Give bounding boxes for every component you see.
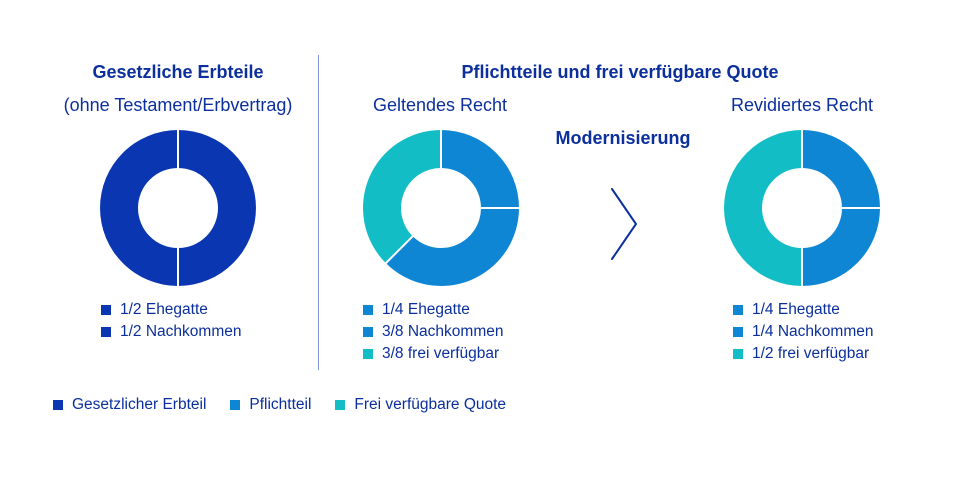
left-title: Gesetzliche Erbteile	[92, 62, 264, 82]
right-title: Pflichtteile und frei verfügbare Quote	[461, 62, 779, 82]
modernization-label: Modernisierung	[555, 128, 691, 148]
legend-swatch	[363, 349, 373, 359]
legend-label: 1/2 Nachkommen	[120, 323, 242, 340]
legend-label: 1/2 frei verfügbar	[752, 345, 870, 362]
legend-swatch	[733, 327, 743, 337]
legend-item: 3/8 frei verfügbar	[363, 343, 503, 365]
legend-swatch	[230, 400, 241, 410]
legend-current-law: 1/4 Ehegatte 3/8 Nachkommen 3/8 frei ver…	[363, 299, 503, 365]
legend-label: Frei verfügbare Quote	[354, 396, 507, 413]
legend-swatch	[733, 349, 743, 359]
chevron-right-icon	[611, 188, 637, 260]
legend-item-gesetzlicher-erbteil: Gesetzlicher Erbteil	[53, 396, 206, 414]
legend-swatch	[733, 305, 743, 315]
donut-slice-2	[802, 208, 880, 286]
donut-slice-3	[363, 130, 441, 264]
legend-label: 3/8 frei verfügbar	[382, 345, 500, 362]
legend-label: 1/4 Ehegatte	[382, 301, 470, 318]
legend-label: Gesetzlicher Erbteil	[72, 396, 207, 413]
legend-item: 3/8 Nachkommen	[363, 321, 503, 343]
current-law-label: Geltendes Recht	[372, 95, 508, 115]
donut-slice-3	[724, 130, 802, 286]
legend-label: 3/8 Nachkommen	[382, 323, 504, 340]
donut-slice-1	[802, 130, 880, 208]
slice-separator-3	[384, 234, 415, 265]
legend-label: 1/2 Ehegatte	[120, 301, 208, 318]
legend-swatch	[53, 400, 63, 410]
donut-chart-legal-shares	[100, 129, 256, 287]
legend-item: 1/4 Nachkommen	[733, 321, 873, 343]
legend-label: 1/4 Nachkommen	[752, 323, 874, 340]
legend-label: Pflichtteil	[249, 396, 312, 413]
legend-label: 1/4 Ehegatte	[752, 301, 840, 318]
legend-item-pflichtteil: Pflichtteil	[230, 396, 311, 414]
revised-law-label: Revidiertes Recht	[730, 95, 874, 115]
left-subtitle: (ohne Testament/Erbvertrag)	[63, 95, 293, 115]
donut-slice-2	[100, 130, 178, 286]
legend-item-frei-verfuegbar: Frei verfügbare Quote	[335, 396, 506, 414]
legend-swatch	[363, 327, 373, 337]
donut-chart-current-law	[363, 129, 520, 286]
legend-swatch	[101, 327, 111, 337]
section-divider	[318, 55, 319, 370]
legend-legal-shares: 1/2 Ehegatte 1/2 Nachkommen	[101, 299, 241, 343]
legend-item: 1/2 Ehegatte	[101, 299, 241, 321]
category-legend: Gesetzlicher Erbteil Pflichtteil Frei ve…	[53, 396, 530, 414]
donut-slice-2	[385, 208, 519, 286]
donut-slice-1	[441, 130, 519, 208]
legend-swatch	[101, 305, 111, 315]
donut-slice-1	[178, 130, 256, 286]
legend-item: 1/2 Nachkommen	[101, 321, 241, 343]
legend-revised-law: 1/4 Ehegatte 1/4 Nachkommen 1/2 frei ver…	[733, 299, 873, 365]
donut-chart-revised-law	[724, 129, 881, 287]
legend-item: 1/4 Ehegatte	[733, 299, 873, 321]
legend-swatch	[363, 305, 373, 315]
legend-swatch	[335, 400, 346, 410]
legend-item: 1/4 Ehegatte	[363, 299, 503, 321]
legend-item: 1/2 frei verfügbar	[733, 343, 873, 365]
